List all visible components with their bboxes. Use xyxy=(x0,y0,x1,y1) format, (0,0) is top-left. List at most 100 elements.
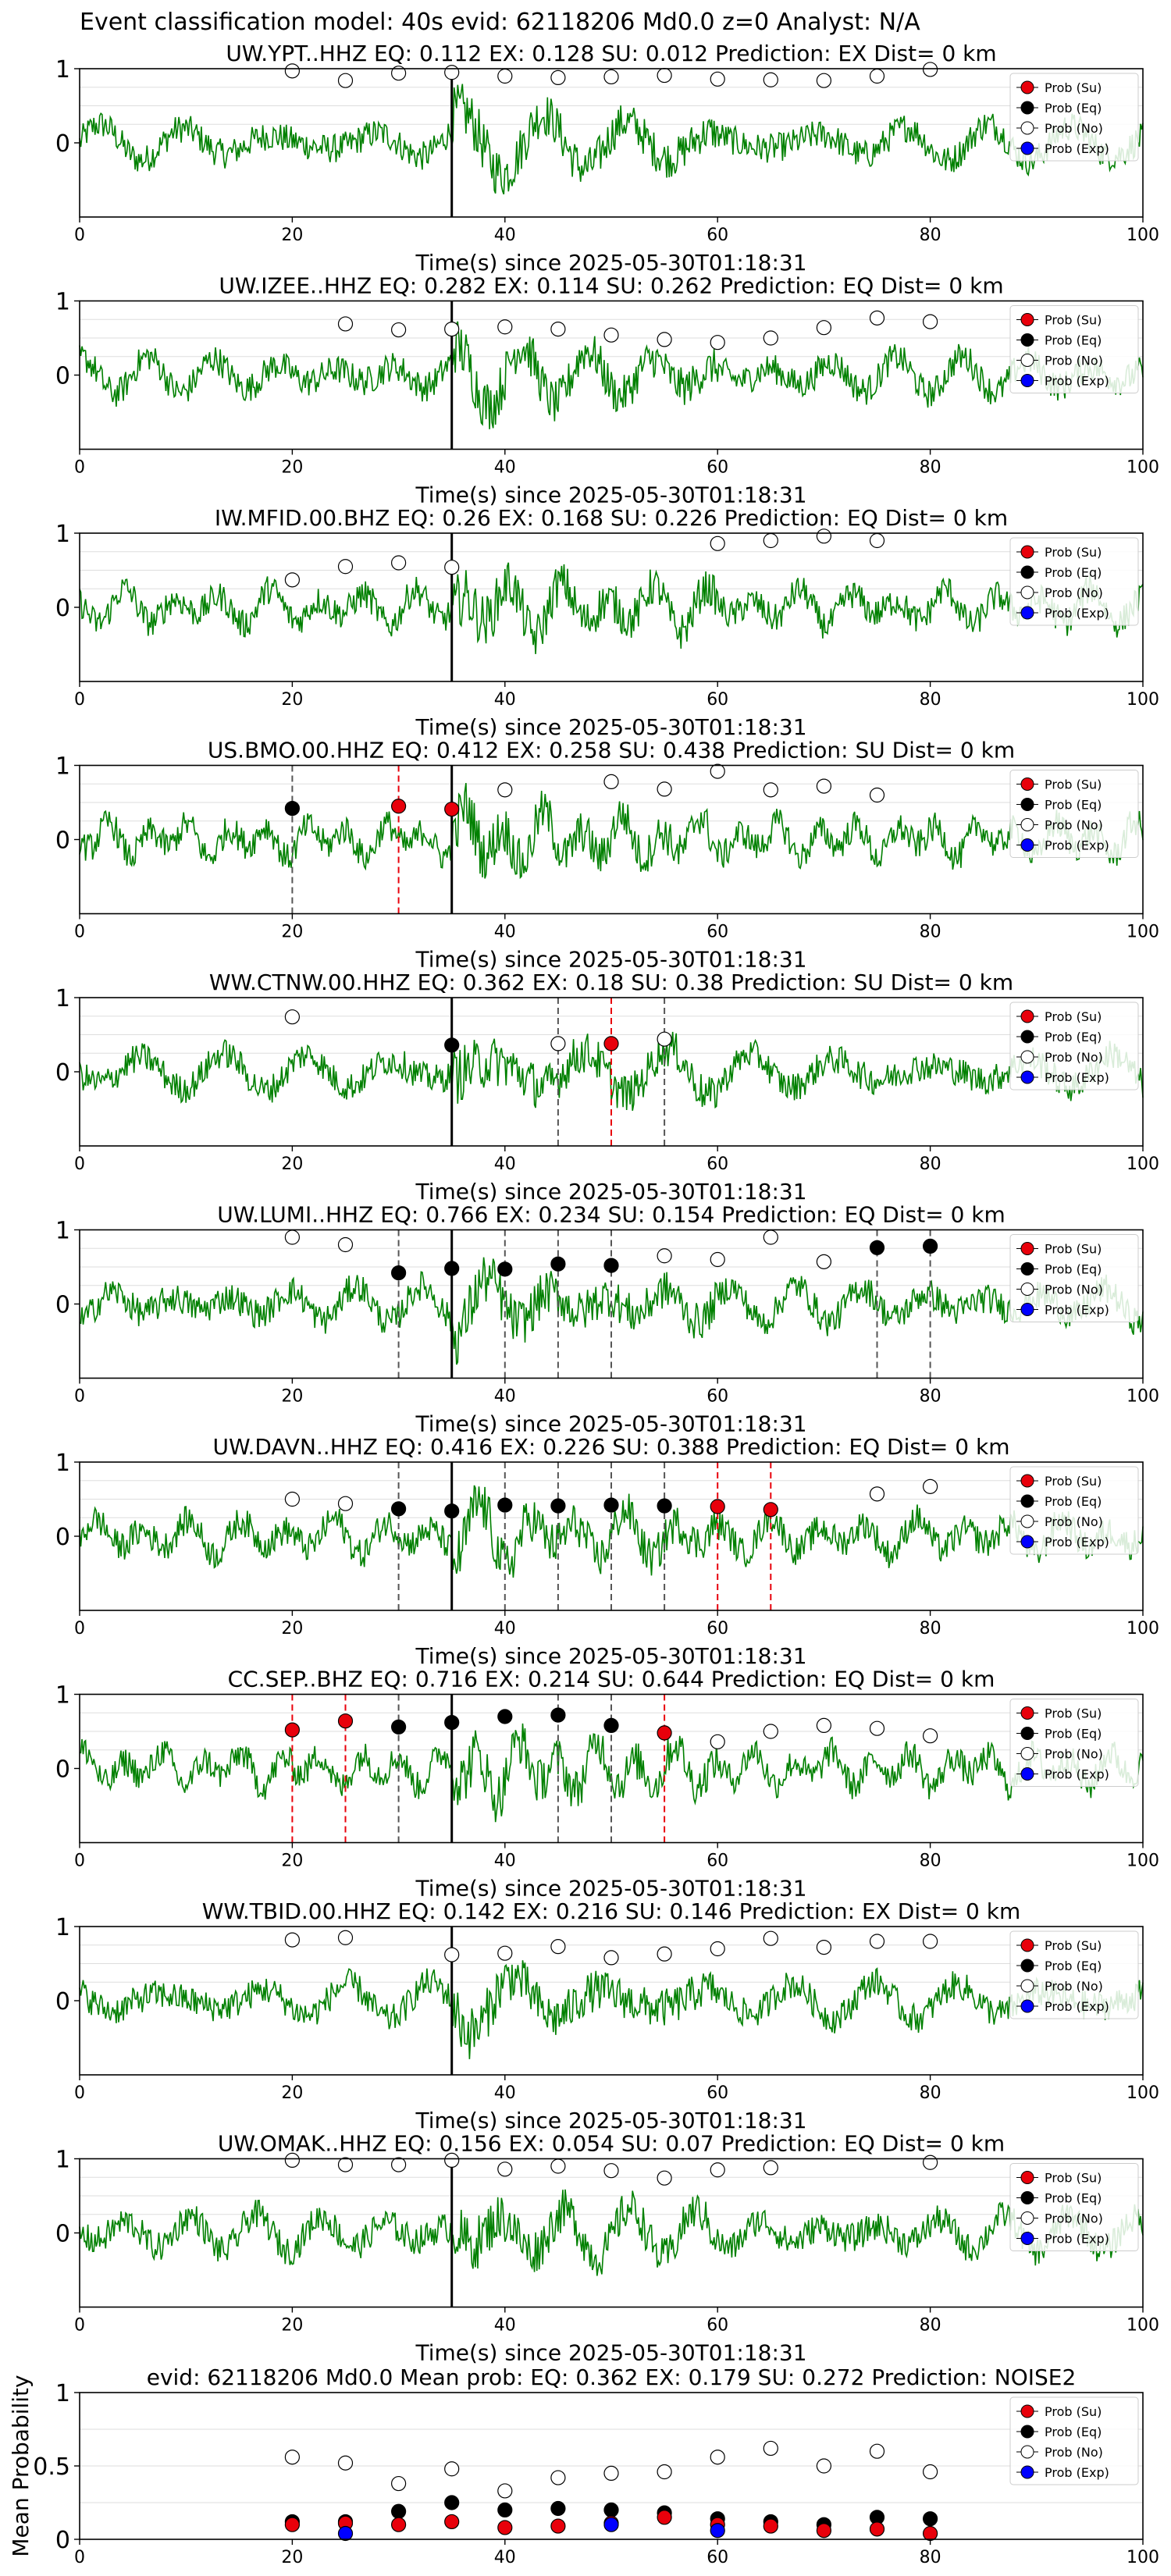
legend-label-no: Prob (No) xyxy=(1045,2211,1103,2226)
legend-label-exp: Prob (Exp) xyxy=(1045,141,1109,156)
prob-point-no xyxy=(657,1031,672,1047)
x-tick-label: 100 xyxy=(1127,1387,1159,1407)
prob-point-no xyxy=(444,560,460,575)
legend-label-eq: Prob (Eq) xyxy=(1045,2191,1102,2206)
prob-point-no xyxy=(763,330,778,346)
prob-point-no xyxy=(922,62,938,77)
y-tick-label: 0 xyxy=(55,595,70,622)
prob-point-no xyxy=(550,2470,566,2485)
prob-point-no xyxy=(497,319,513,335)
prob-point-no xyxy=(444,322,460,337)
prob-point-eq xyxy=(922,2511,938,2527)
x-tick-label: 20 xyxy=(281,1852,303,1871)
prob-point-eq xyxy=(444,1037,460,1053)
legend-marker-eq xyxy=(1020,1030,1034,1044)
legend-label-eq: Prob (Eq) xyxy=(1045,333,1102,348)
legend-marker-exp xyxy=(1020,374,1034,387)
x-axis-label: Time(s) since 2025-05-30T01:18:31 xyxy=(415,947,806,973)
legend-marker-su xyxy=(1020,1474,1034,1488)
legend-marker-su xyxy=(1020,313,1034,326)
legend-marker-eq xyxy=(1020,1959,1034,1973)
prob-point-no xyxy=(337,73,354,88)
legend-box xyxy=(1009,1002,1139,1091)
prob-point-su xyxy=(284,2517,300,2532)
legend-box xyxy=(1009,1234,1139,1322)
prob-point-no xyxy=(603,2163,619,2179)
station-panel-8: WW.TBID.00.HHZ EQ: 0.142 EX: 0.216 SU: 0… xyxy=(55,1898,1159,2133)
y-tick-label: 1 xyxy=(55,56,70,84)
legend-label-eq: Prob (Eq) xyxy=(1045,101,1102,116)
prob-point-eq xyxy=(550,1256,566,1272)
prob-point-no xyxy=(657,781,672,797)
prob-point-no xyxy=(497,1945,513,1961)
prob-point-no xyxy=(603,327,619,343)
prob-point-eq xyxy=(497,1709,513,1724)
x-tick-label: 60 xyxy=(707,1852,728,1871)
legend-label-su: Prob (Su) xyxy=(1045,1009,1102,1024)
legend-marker-no xyxy=(1020,1514,1034,1528)
legend-marker-su xyxy=(1020,1938,1034,1952)
prob-point-no xyxy=(550,2158,566,2174)
x-tick-label: 20 xyxy=(281,1619,303,1638)
x-axis-label: Time(s) since 2025-05-30T01:18:31 xyxy=(415,1179,806,1204)
legend-box xyxy=(1009,1699,1139,1787)
prob-point-no xyxy=(603,774,619,790)
station-panel-6: UW.DAVN..HHZ EQ: 0.416 EX: 0.226 SU: 0.3… xyxy=(55,1434,1159,1669)
prob-point-eq xyxy=(550,2500,566,2517)
x-tick-label: 60 xyxy=(707,690,728,710)
x-axis-label: Time(s) since 2025-05-30T01:18:31 xyxy=(415,482,806,508)
prob-point-no xyxy=(444,2461,460,2477)
prob-point-no xyxy=(710,335,725,350)
legend-marker-exp xyxy=(1020,141,1034,155)
y-tick-label: 1 xyxy=(55,1914,70,1941)
legend-marker-no xyxy=(1020,1747,1034,1760)
prob-point-no xyxy=(391,66,407,81)
prob-point-no xyxy=(763,1724,778,1739)
x-tick-label: 40 xyxy=(494,1387,516,1407)
prob-point-su xyxy=(710,1499,725,1514)
x-tick-label: 0 xyxy=(74,2316,85,2336)
x-tick-label: 40 xyxy=(494,226,516,245)
panel-title: IW.MFID.00.BHZ EQ: 0.26 EX: 0.168 SU: 0.… xyxy=(215,505,1008,531)
legend-label-no: Prob (No) xyxy=(1045,585,1103,600)
x-tick-label: 40 xyxy=(494,458,516,478)
legend-label-eq: Prob (Eq) xyxy=(1045,1494,1102,1509)
prob-point-no xyxy=(444,65,460,80)
prob-point-no xyxy=(284,1491,300,1507)
x-tick-label: 20 xyxy=(281,2548,303,2567)
x-tick-label: 0 xyxy=(74,2548,85,2567)
prob-point-no xyxy=(869,1486,885,1502)
legend-marker-no xyxy=(1020,585,1034,600)
legend-box xyxy=(1009,1466,1139,1555)
y-tick-label: 0 xyxy=(55,1988,70,2016)
legend-label-no: Prob (No) xyxy=(1045,1050,1103,1065)
prob-point-no xyxy=(337,1930,354,1945)
prob-point-su xyxy=(763,2518,778,2534)
waveform-trace xyxy=(79,562,1144,654)
legend-marker-su xyxy=(1020,2404,1034,2418)
prob-point-su xyxy=(922,2525,938,2542)
x-tick-label: 100 xyxy=(1127,2083,1159,2103)
prob-point-no xyxy=(657,2464,672,2480)
prob-point-eq xyxy=(869,1240,885,1255)
x-tick-label: 80 xyxy=(920,2548,941,2567)
x-tick-label: 40 xyxy=(494,2316,516,2336)
legend-label-exp: Prob (Exp) xyxy=(1045,838,1109,853)
legend-marker-no xyxy=(1020,121,1034,135)
legend-marker-eq xyxy=(1020,798,1034,811)
prob-point-no xyxy=(550,1939,566,1955)
prob-point-su xyxy=(444,2514,460,2530)
x-tick-label: 100 xyxy=(1127,690,1159,710)
x-tick-label: 0 xyxy=(74,1852,85,1871)
prob-point-no xyxy=(816,778,832,794)
prob-point-no xyxy=(657,1946,672,1962)
y-tick-label: 0 xyxy=(55,130,70,158)
legend-marker-su xyxy=(1020,2171,1034,2184)
x-tick-label: 80 xyxy=(920,458,941,478)
y-tick-label: 0 xyxy=(55,827,70,855)
legend-label-no: Prob (No) xyxy=(1045,1747,1103,1762)
prob-point-su xyxy=(284,1722,300,1738)
legend-marker-exp xyxy=(1020,606,1034,620)
legend-label-su: Prob (Su) xyxy=(1045,1474,1102,1489)
legend-marker-no xyxy=(1020,2211,1034,2225)
